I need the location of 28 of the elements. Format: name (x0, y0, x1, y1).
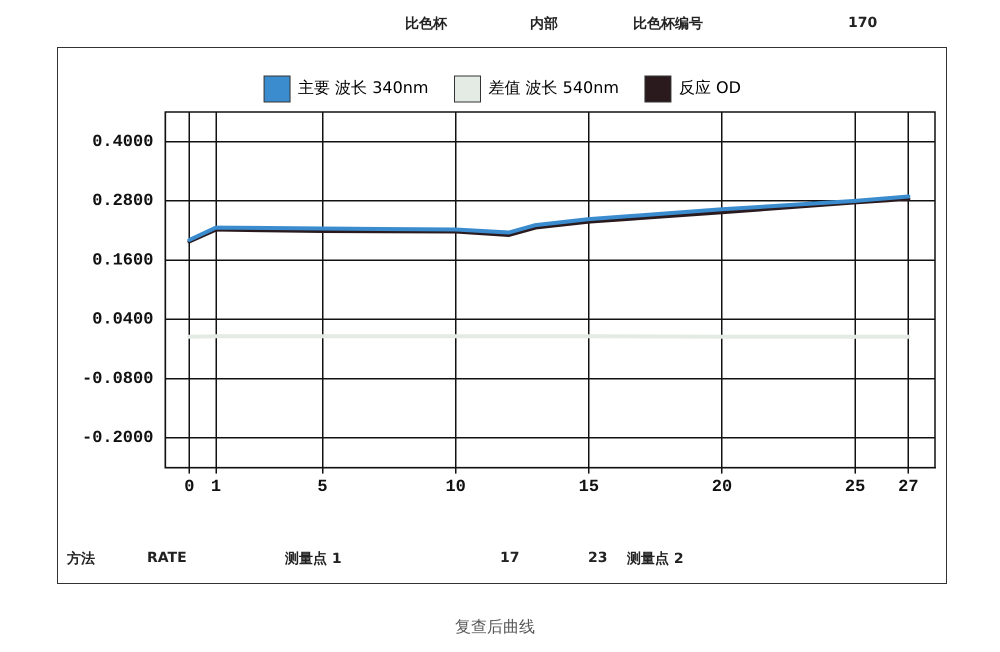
text: 比色杯编号 (633, 15, 703, 33)
y-tick-label: 0.1600 (92, 251, 154, 270)
text: 17 (500, 550, 520, 566)
x-tick-label: 20 (712, 478, 732, 498)
text: 比色杯 (405, 15, 447, 33)
y-tick-label: 0.2800 (92, 192, 154, 212)
text: 内部 (530, 15, 558, 33)
x-tick-label: 27 (898, 478, 919, 498)
x-tick-label: 15 (578, 478, 600, 498)
y-tick-label: 0.0400 (92, 310, 154, 330)
x-tick-label: 5 (317, 478, 328, 498)
text: 23 (588, 550, 608, 566)
x-tick-label: 10 (445, 478, 466, 498)
legend-label: 反应 OD (678, 78, 741, 98)
text: 170 (848, 15, 878, 31)
x-tick-label: 25 (844, 478, 866, 498)
y-tick-label: 0.4000 (92, 132, 154, 152)
text: 复查后曲线 (455, 617, 535, 638)
x-tick-label: 1 (210, 478, 222, 498)
y-tick-label: -0.0800 (82, 370, 154, 389)
text: 方法 (67, 550, 95, 568)
y-tick-label: -0.2000 (82, 429, 154, 448)
text: 测量点 2 (627, 550, 684, 568)
text: RATE (147, 550, 187, 566)
text: 测量点 1 (285, 550, 342, 568)
legend-label: 差值 波长 540nm (488, 78, 619, 98)
x-tick-label: 0 (184, 478, 194, 498)
legend-label: 主要 波长 340nm (298, 78, 428, 98)
